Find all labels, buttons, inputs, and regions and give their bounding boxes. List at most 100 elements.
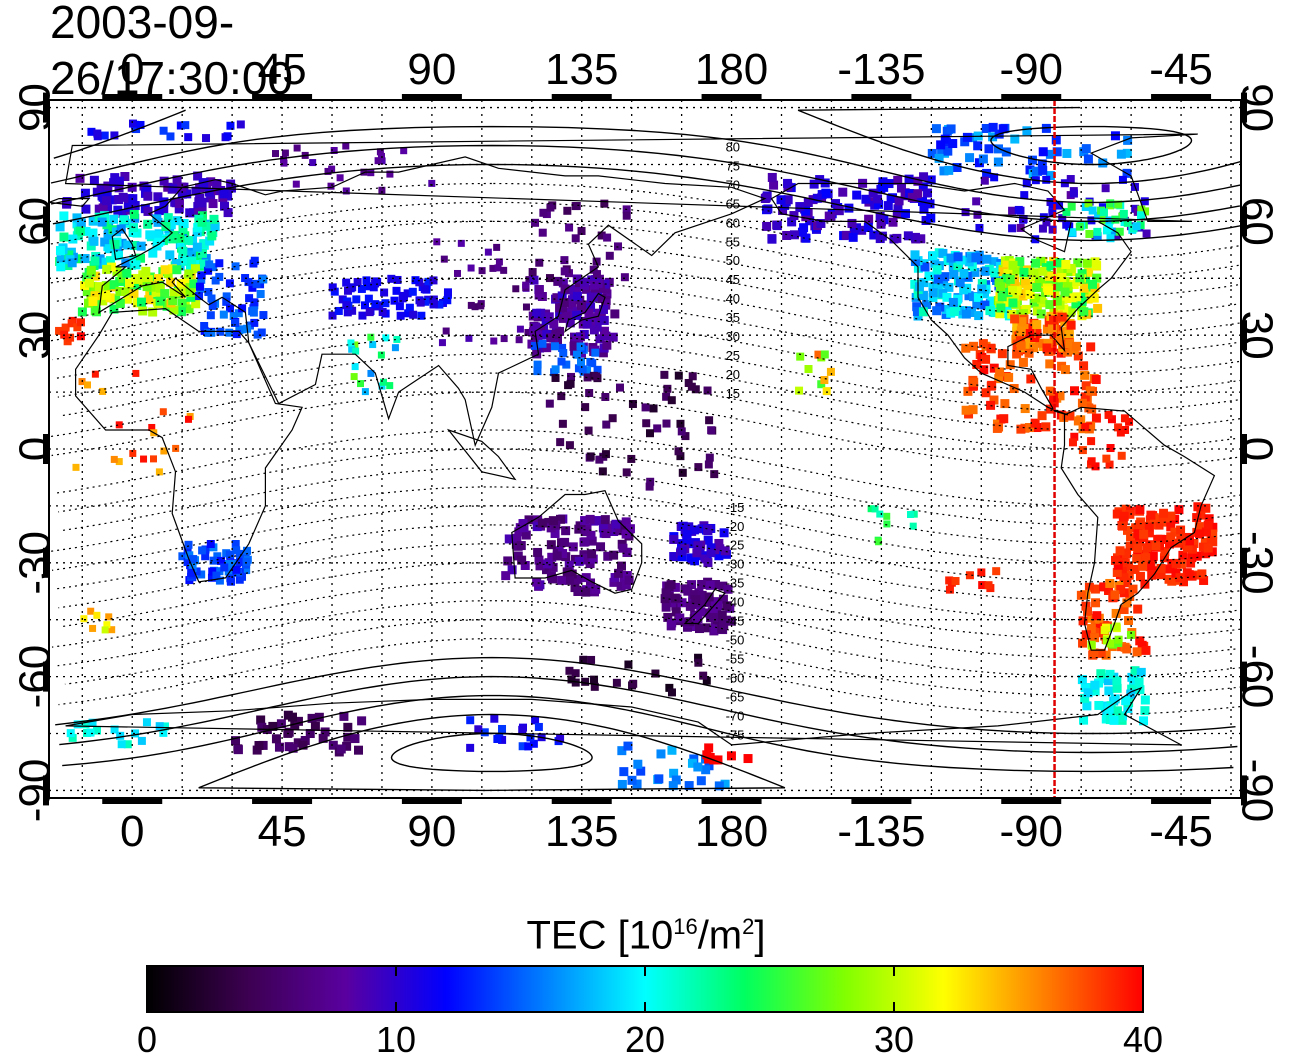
tec-cell	[1119, 573, 1129, 583]
tec-cell	[159, 408, 167, 416]
tec-cell	[535, 561, 545, 571]
tec-cell	[327, 182, 335, 190]
tec-cell	[573, 574, 583, 584]
frame-tick-top	[102, 94, 163, 100]
tec-cell	[546, 333, 556, 343]
tec-cell	[910, 510, 918, 518]
magnetic-contour	[62, 562, 1241, 640]
tec-cell	[973, 292, 983, 302]
tec-cell	[959, 285, 969, 295]
tec-cell	[184, 540, 193, 549]
tec-cell	[100, 131, 109, 140]
tec-cell	[660, 370, 669, 379]
tec-cell	[557, 357, 566, 366]
tec-cell	[1010, 265, 1020, 275]
tec-cell	[357, 380, 365, 388]
tec-cell	[1157, 534, 1167, 544]
tec-cell	[95, 254, 105, 264]
tec-cell	[726, 751, 736, 761]
tec-cell	[1110, 590, 1120, 600]
tec-cell	[172, 175, 182, 185]
tec-cell	[155, 468, 163, 476]
tec-cell	[674, 371, 683, 380]
tec-cell	[1036, 309, 1046, 319]
tec-cell	[609, 577, 619, 587]
tec-cell	[783, 195, 793, 205]
tec-cell	[120, 171, 130, 181]
tec-cell	[970, 267, 980, 277]
tec-cell	[189, 555, 198, 564]
tec-cell	[1203, 543, 1213, 553]
magnetic-contour	[64, 619, 1241, 697]
tec-cell	[1118, 516, 1128, 526]
tec-cell	[556, 734, 565, 743]
tec-cell	[191, 299, 201, 309]
tec-cell	[598, 305, 608, 315]
tec-cell	[1057, 312, 1067, 322]
tec-cell	[489, 264, 497, 272]
tec-cell	[127, 182, 137, 192]
tec-cell	[160, 265, 170, 275]
tec-cell	[1091, 375, 1101, 385]
tec-cell	[133, 274, 143, 284]
tec-cell	[87, 607, 95, 615]
magnetic-latitude-label: 40	[726, 291, 740, 306]
tec-cell	[378, 382, 386, 390]
frame-tick-top	[701, 94, 762, 100]
tec-cell	[893, 175, 903, 185]
tec-cell	[195, 282, 204, 291]
tec-cell	[552, 551, 562, 561]
tec-cell	[548, 574, 558, 584]
tec-cell	[588, 359, 597, 368]
tec-cell	[877, 231, 887, 241]
tec-cell	[108, 626, 116, 634]
tec-cell	[408, 287, 417, 296]
tec-cell	[934, 153, 944, 163]
tec-cell	[847, 218, 857, 228]
tec-cell	[803, 197, 813, 207]
tec-cell	[1096, 648, 1106, 658]
tec-cell	[369, 341, 377, 349]
tec-cell	[215, 567, 224, 576]
tec-cell	[583, 366, 592, 375]
tec-cell	[984, 581, 993, 590]
tec-cell	[919, 172, 929, 182]
tec-cell	[378, 308, 387, 317]
tec-cell	[1078, 638, 1088, 648]
tec-cell	[159, 728, 168, 737]
tec-cell	[678, 468, 687, 477]
tec-cell	[465, 334, 473, 342]
tec-cell	[1204, 514, 1214, 524]
tec-cell	[248, 283, 257, 292]
magnetic-latitude-label: -30	[726, 557, 745, 572]
tec-cell	[710, 580, 720, 590]
tec-cell	[515, 336, 523, 344]
tec-cell	[949, 270, 959, 280]
tec-cell	[225, 328, 234, 337]
tec-cell	[944, 282, 954, 292]
tec-cell	[1101, 650, 1111, 660]
tec-cell	[490, 714, 499, 723]
tec-cell	[1007, 309, 1017, 319]
tec-cell	[176, 238, 186, 248]
tec-cell	[382, 334, 390, 342]
tec-cell	[88, 296, 98, 306]
tec-cell	[687, 382, 696, 391]
tec-cell	[1133, 529, 1143, 539]
tec-cell	[1065, 222, 1074, 231]
tec-cell	[1116, 428, 1125, 437]
tec-cell	[271, 734, 281, 744]
tec-cell	[687, 758, 697, 768]
tec-cell	[704, 743, 714, 753]
tec-cell	[572, 310, 582, 320]
tec-cell	[1030, 418, 1040, 428]
tec-cell	[342, 301, 351, 310]
tec-cell	[1112, 232, 1121, 241]
tec-cell	[553, 276, 563, 286]
tec-cell	[989, 363, 999, 373]
tec-cell	[977, 279, 987, 289]
tec-cell	[222, 292, 231, 301]
tec-cell	[1019, 267, 1029, 277]
tec-cell	[82, 287, 92, 297]
tec-cell	[551, 373, 560, 382]
